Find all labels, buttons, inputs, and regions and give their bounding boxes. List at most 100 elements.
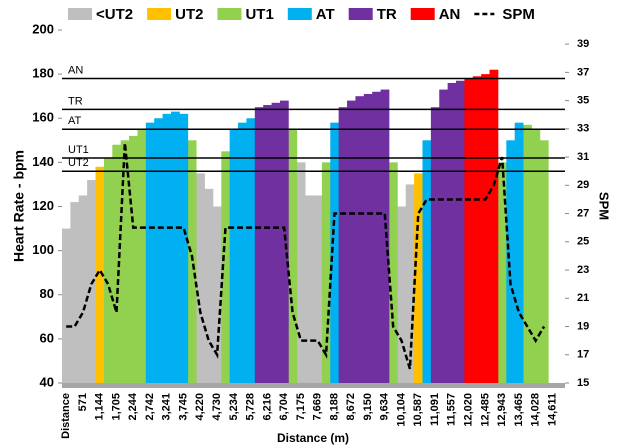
legend-swatch — [287, 8, 312, 20]
hr-column — [229, 129, 239, 383]
hr-column — [514, 122, 524, 383]
y2-tick-label: 39 — [577, 38, 589, 50]
y2-tick-label: 33 — [577, 123, 589, 135]
y-tick-label: 80 — [40, 286, 54, 301]
spm-line — [66, 142, 546, 370]
hr-column — [330, 122, 340, 383]
hr-column — [363, 93, 373, 383]
hr-column — [288, 129, 298, 383]
hr-column — [338, 107, 348, 383]
x-axis-title: Distance (m) — [277, 431, 349, 445]
threshold-label: TR — [68, 95, 83, 107]
y-tick-label: 200 — [32, 21, 54, 36]
hr-column — [179, 113, 189, 384]
hr-column — [313, 195, 323, 383]
hr-column — [129, 135, 138, 383]
y2-tick-label: 31 — [577, 151, 589, 163]
x-tick-label: 3,745 — [177, 393, 189, 421]
hr-column — [464, 78, 474, 383]
hr-column — [430, 107, 440, 383]
y2-tick-label: 21 — [577, 292, 589, 304]
y-tick-label: 180 — [32, 66, 54, 81]
x-tick-label: 7,669 — [312, 393, 324, 421]
hr-column — [388, 162, 398, 383]
x-tick-label: 14,611 — [546, 393, 558, 426]
hr-column — [414, 173, 423, 383]
legend-swatch — [147, 8, 172, 20]
hr-column — [456, 80, 465, 384]
y-tick-label: 160 — [32, 110, 54, 125]
x-tick-label: 12,485 — [479, 393, 491, 427]
x-tick-label: 6,216 — [261, 393, 273, 421]
hr-column — [246, 118, 256, 383]
x-tick-label: 6,704 — [278, 392, 290, 420]
y-tick-label: 100 — [32, 242, 54, 257]
legend-swatch — [410, 8, 435, 20]
y2-tick-label: 19 — [577, 320, 589, 332]
threshold-label: UT2 — [68, 157, 89, 169]
hr-column — [95, 166, 105, 383]
hr-column — [447, 82, 457, 383]
legend-swatch — [68, 8, 92, 20]
x-tick-label: 9,150 — [362, 393, 374, 421]
hr-column — [78, 195, 88, 383]
legend-label: SPM — [502, 6, 535, 23]
y2-axis-title: SPM — [597, 192, 612, 220]
x-tick-label: 571 — [77, 393, 89, 411]
y2-tick-label: 15 — [577, 377, 589, 389]
x-tick-label: 10,104 — [395, 392, 407, 427]
hr-column — [439, 89, 449, 383]
threshold-label: UT1 — [68, 144, 89, 156]
legend-label: UT2 — [175, 6, 203, 23]
hr-column — [523, 124, 532, 384]
hr-column — [321, 162, 331, 383]
y2-tick-label: 35 — [577, 95, 589, 107]
hr-column — [347, 100, 356, 383]
hr-column — [271, 102, 281, 384]
hr-column — [145, 122, 155, 383]
x-tick-label: 12,943 — [496, 393, 508, 427]
y-tick-label: 140 — [32, 154, 54, 169]
hr-column — [489, 69, 499, 384]
threshold-label: AT — [68, 115, 82, 127]
x-tick-label: 2,244 — [127, 392, 139, 420]
y-axis-title: Heart Rate - bpm — [11, 150, 27, 262]
y2-tick-label: 17 — [577, 349, 589, 361]
hr-column — [397, 206, 407, 383]
x-tick-label: 9,634 — [379, 392, 391, 420]
hr-column — [196, 173, 205, 383]
hr-column — [70, 202, 80, 383]
x-tick-label: 4,730 — [211, 393, 223, 421]
x-tick-label: 1,705 — [110, 393, 122, 421]
hr-column — [481, 74, 490, 383]
hr-column — [263, 105, 272, 383]
x-tick-label: 5,728 — [245, 393, 257, 421]
hr-column — [62, 228, 71, 383]
hr-column — [120, 140, 130, 383]
x-tick-label: 1,144 — [94, 392, 106, 420]
hr-column — [531, 129, 541, 383]
y2-tick-label: 29 — [577, 179, 589, 191]
x-tick-label: 8,672 — [345, 393, 357, 421]
legend-label: TR — [377, 6, 397, 23]
x-tick-label: 14,028 — [530, 393, 542, 427]
threshold-label: AN — [68, 64, 83, 76]
hr-column — [305, 195, 314, 383]
legend-label: AT — [316, 6, 335, 23]
hr-column — [380, 89, 390, 383]
hr-column — [254, 107, 264, 383]
hr-column — [355, 96, 365, 383]
x-tick-label: 3,241 — [161, 393, 173, 421]
hr-column — [238, 122, 247, 383]
hr-column — [422, 140, 432, 383]
x-tick-label: 5,234 — [228, 392, 240, 420]
hr-column — [103, 157, 113, 383]
y2-tick-label: 27 — [577, 207, 589, 219]
hr-column — [204, 188, 214, 383]
hr-column — [296, 162, 306, 383]
y2-tick-label: 23 — [577, 264, 589, 276]
hr-column — [539, 140, 549, 383]
hr-column — [279, 100, 289, 383]
hr-column — [154, 118, 163, 383]
